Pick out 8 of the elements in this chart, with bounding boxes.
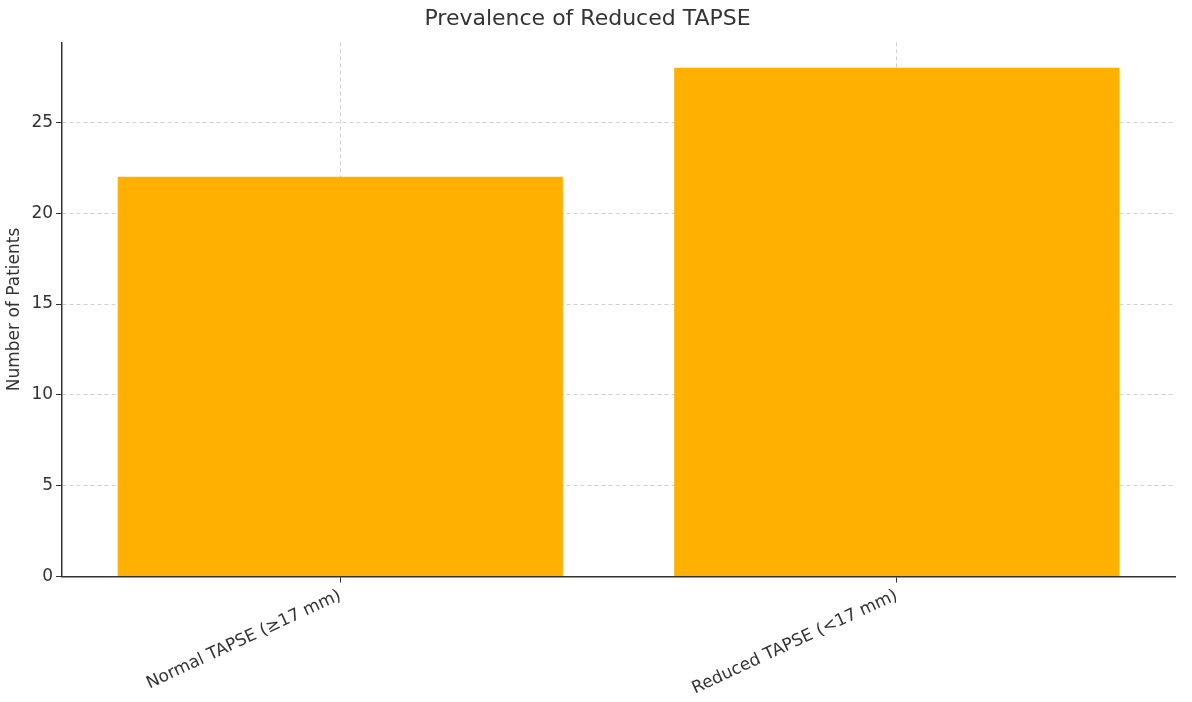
y-tick-label: 25	[31, 110, 54, 131]
y-tick-label: 0	[42, 565, 54, 586]
y-tick-label: 10	[31, 383, 54, 404]
chart-title: Prevalence of Reduced TAPSE	[424, 4, 751, 30]
y-tick-label: 5	[42, 474, 54, 495]
y-tick-label: 15	[31, 292, 54, 313]
y-axis-title: Number of Patients	[2, 227, 23, 392]
y-tick-label: 20	[31, 201, 54, 222]
